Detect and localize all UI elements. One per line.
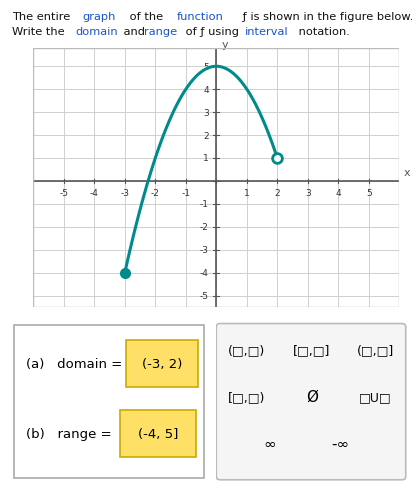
Text: 3: 3 <box>203 108 209 118</box>
Text: [□,□): [□,□) <box>228 390 266 403</box>
Text: 5: 5 <box>366 188 372 198</box>
Text: 2: 2 <box>275 188 280 198</box>
Text: -2: -2 <box>151 188 160 198</box>
Text: □U□: □U□ <box>359 390 391 403</box>
Text: 3: 3 <box>305 188 311 198</box>
Text: (b)   range =: (b) range = <box>26 427 116 440</box>
Text: notation.: notation. <box>295 27 349 37</box>
Text: ƒ is shown in the figure below.: ƒ is shown in the figure below. <box>239 12 414 22</box>
Text: and: and <box>120 27 149 37</box>
Text: of the: of the <box>126 12 166 22</box>
FancyBboxPatch shape <box>120 410 196 457</box>
Text: 1: 1 <box>244 188 250 198</box>
Text: range: range <box>144 27 177 37</box>
Text: Ø: Ø <box>306 389 318 405</box>
Text: -∞: -∞ <box>332 436 350 451</box>
Text: Write the: Write the <box>12 27 69 37</box>
Text: ∞: ∞ <box>263 436 276 451</box>
Text: 4: 4 <box>203 85 209 95</box>
Bar <box>33 49 399 307</box>
Text: -1: -1 <box>181 188 190 198</box>
Text: (a)   domain =: (a) domain = <box>26 357 126 370</box>
Text: of ƒ using: of ƒ using <box>182 27 243 37</box>
Text: (□,□]: (□,□] <box>357 344 394 357</box>
Text: 4: 4 <box>336 188 341 198</box>
Text: -3: -3 <box>120 188 129 198</box>
Text: graph: graph <box>82 12 116 22</box>
Text: 1: 1 <box>203 154 209 163</box>
Text: -5: -5 <box>59 188 68 198</box>
Text: 2: 2 <box>203 131 209 140</box>
Text: x: x <box>404 167 410 178</box>
Text: function: function <box>177 12 224 22</box>
Text: -2: -2 <box>200 223 209 232</box>
Text: -4: -4 <box>90 188 99 198</box>
Text: interval: interval <box>245 27 288 37</box>
Text: (□,□): (□,□) <box>228 344 265 357</box>
Text: domain: domain <box>76 27 118 37</box>
Text: 5: 5 <box>203 62 209 72</box>
Text: -5: -5 <box>200 291 209 301</box>
FancyBboxPatch shape <box>126 341 198 387</box>
Text: -3: -3 <box>200 246 209 255</box>
Text: (-3, 2): (-3, 2) <box>142 357 182 370</box>
FancyBboxPatch shape <box>15 325 204 478</box>
Text: The entire: The entire <box>12 12 74 22</box>
Text: [□,□]: [□,□] <box>293 344 331 357</box>
Text: (-4, 5]: (-4, 5] <box>138 427 178 440</box>
Text: -4: -4 <box>200 268 209 278</box>
Text: y: y <box>222 41 228 50</box>
FancyBboxPatch shape <box>216 324 406 480</box>
Text: -1: -1 <box>200 200 209 209</box>
